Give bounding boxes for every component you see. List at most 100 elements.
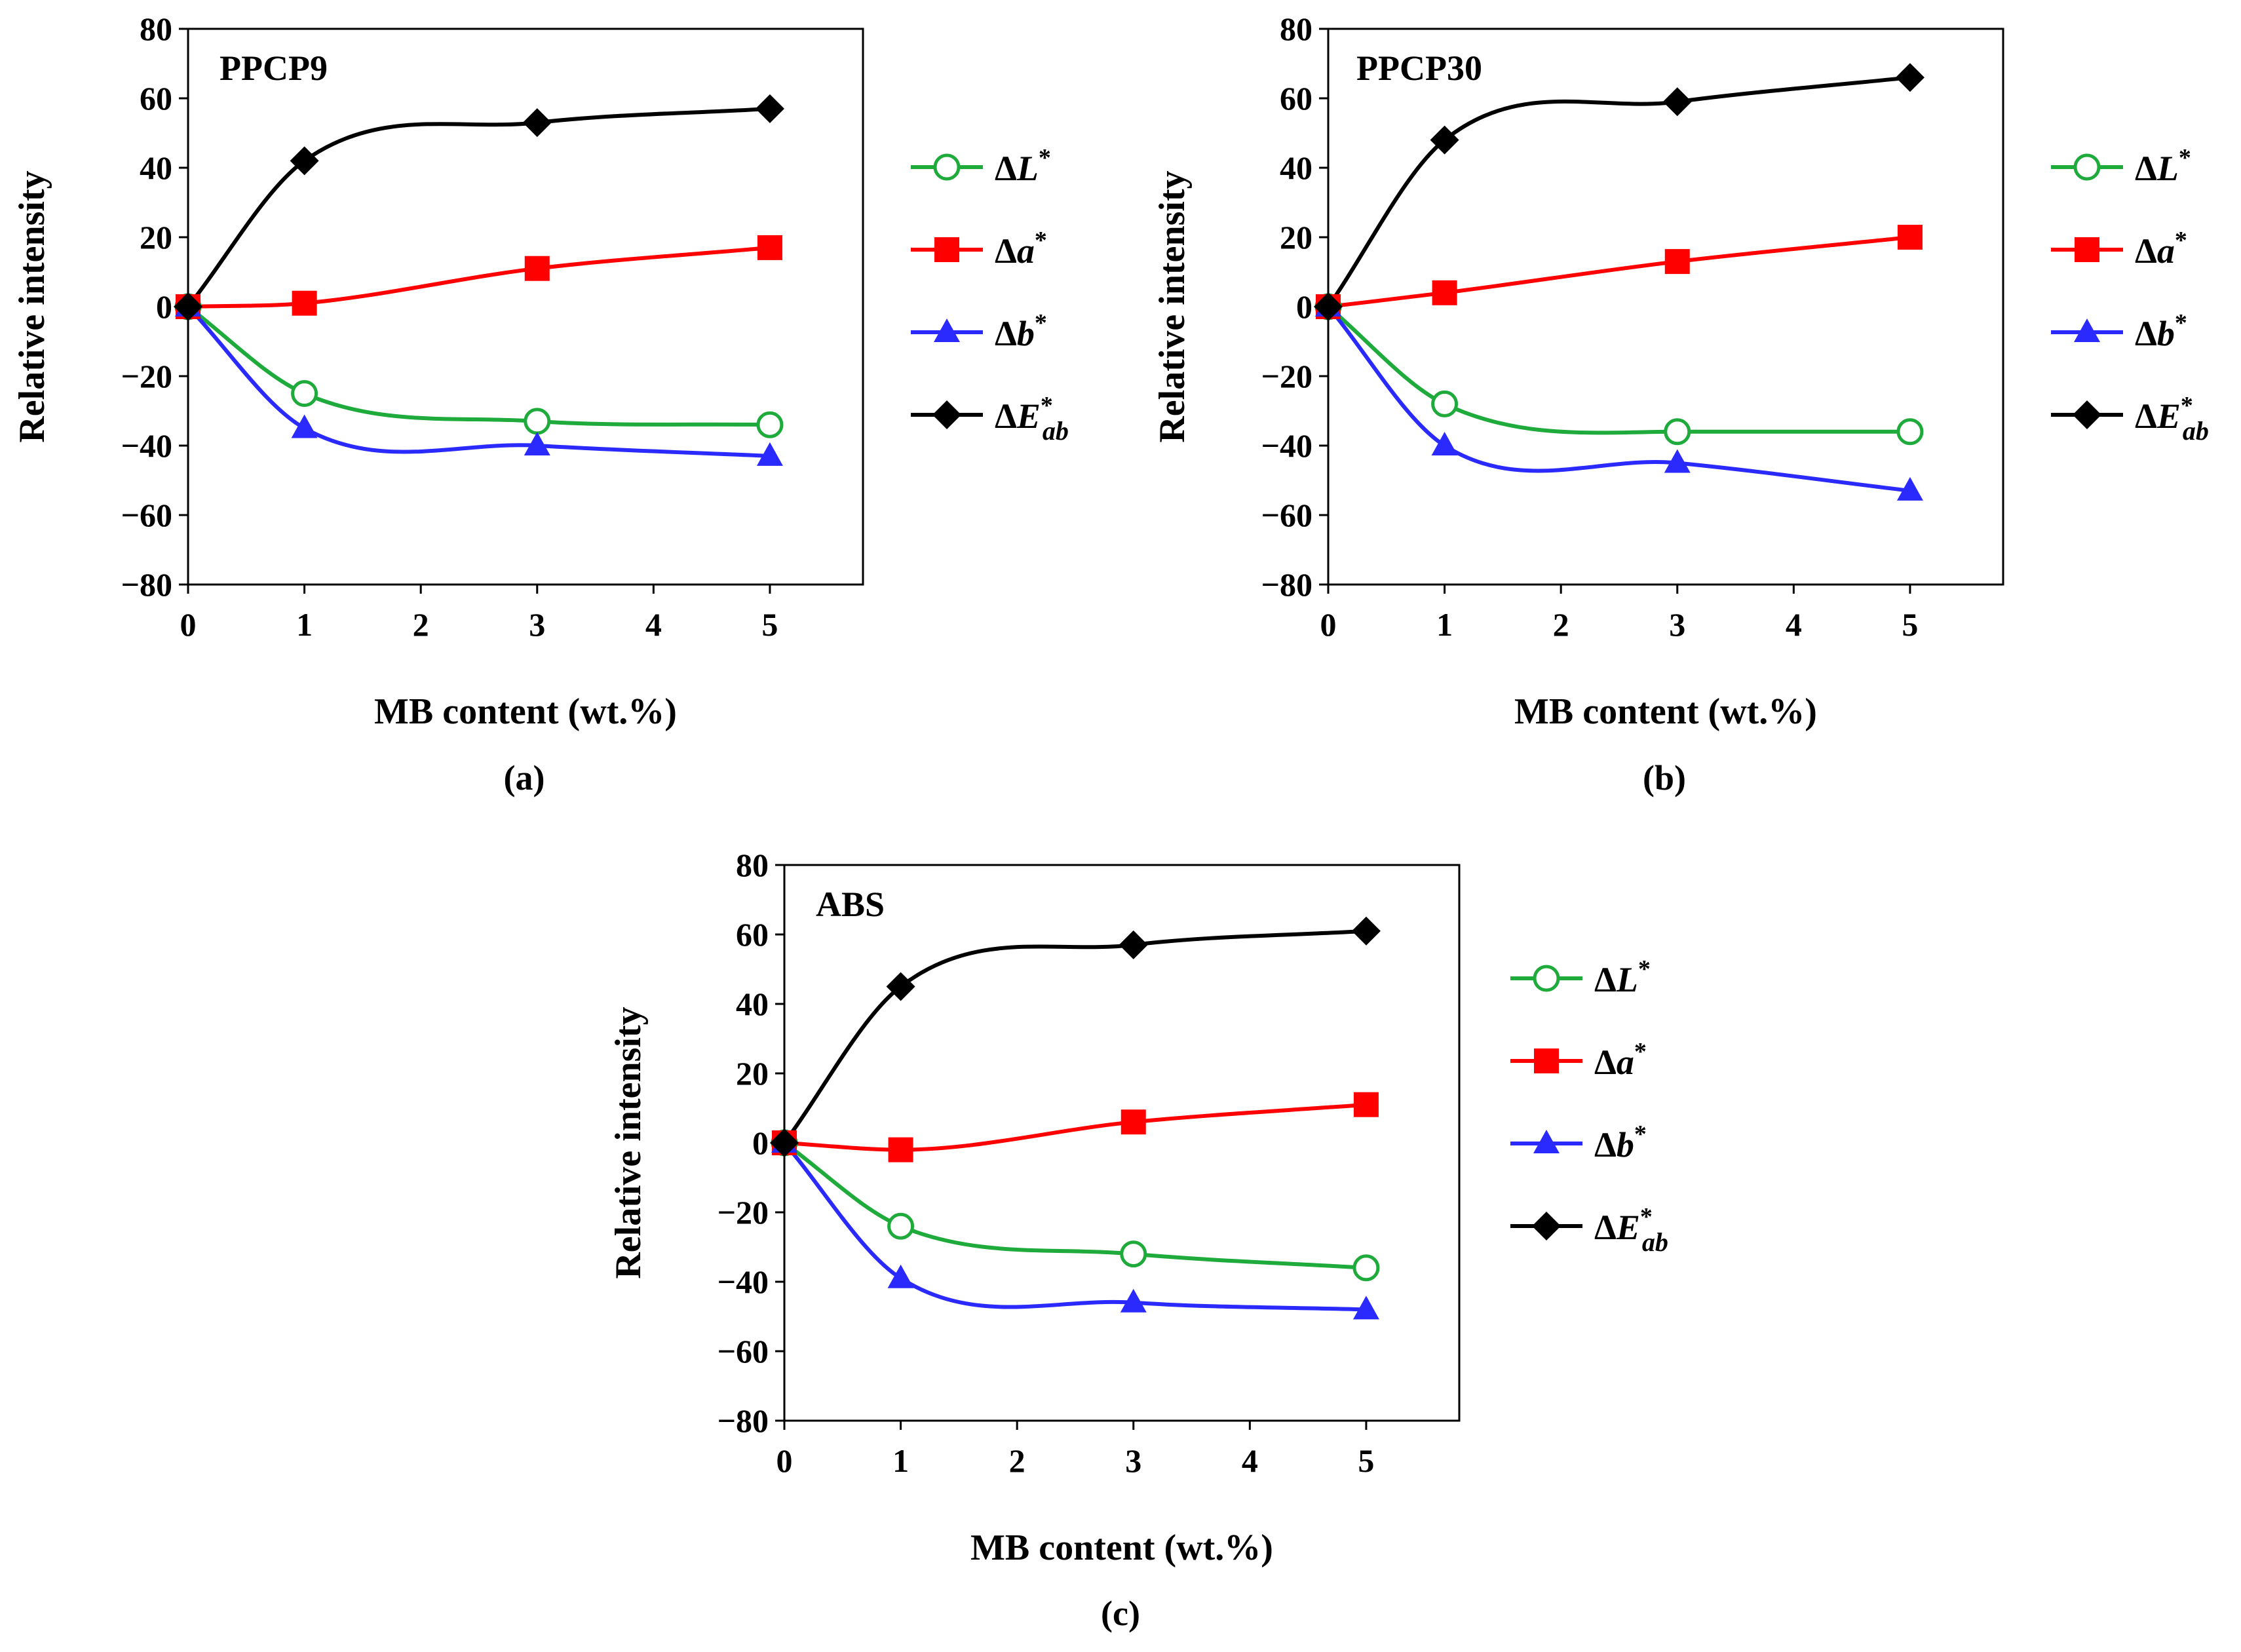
- panel-caption: (a): [504, 758, 545, 797]
- y-tick-label: −80: [121, 566, 173, 603]
- data-point: [1897, 225, 1923, 250]
- series-line-0: [187, 305, 770, 427]
- y-tick-label: −40: [121, 427, 173, 464]
- data-point: [887, 1264, 914, 1288]
- data-point: [1119, 930, 1148, 959]
- series-line-1: [187, 245, 771, 309]
- legend-marker: [2073, 400, 2101, 429]
- x-tick-label: 5: [1358, 1442, 1374, 1479]
- data-point: [887, 1212, 915, 1240]
- y-tick-label: −60: [1261, 497, 1313, 533]
- y-tick-label: −60: [718, 1333, 769, 1370]
- panel-title: PPCP30: [1356, 48, 1482, 88]
- legend-marker: [934, 237, 959, 262]
- x-tick-label: 4: [645, 606, 662, 643]
- x-axis-label: MB content (wt.%): [1514, 691, 1817, 732]
- legend-item: ΔE* ab: [1510, 1203, 1668, 1257]
- data-point: [1352, 1254, 1380, 1282]
- data-point: [1120, 1288, 1147, 1313]
- y-tick-label: −40: [1261, 427, 1313, 464]
- panel-title: ABS: [816, 885, 885, 924]
- x-tick-label: 2: [413, 606, 429, 643]
- y-tick-label: 0: [752, 1124, 769, 1161]
- legend-item: Δa*: [911, 227, 1047, 271]
- y-axis-ticks: 80 60 40 20 0 −20 −40 −60 −80: [718, 847, 784, 1439]
- data-point: [1120, 1109, 1146, 1135]
- x-tick-label: 3: [1125, 1442, 1141, 1479]
- x-axis-ticks: 0 1 2 3 4 5: [1320, 585, 1918, 643]
- data-point: [1353, 1092, 1379, 1117]
- data-point: [757, 235, 782, 260]
- legend: ΔL* Δa* Δb* ΔE* ab: [2051, 144, 2209, 446]
- data-point: [1351, 916, 1381, 946]
- y-tick-label: −80: [1261, 566, 1313, 603]
- y-tick-label: 0: [1296, 288, 1312, 325]
- legend-label: ΔE* ab: [1594, 1203, 1668, 1257]
- x-axis-label: MB content (wt.%): [970, 1527, 1273, 1568]
- y-tick-label: 20: [1280, 219, 1312, 256]
- data-point: [290, 146, 319, 176]
- y-tick-label: 40: [1280, 149, 1312, 186]
- series-line-1: [784, 1102, 1367, 1152]
- series-group: [1314, 63, 1925, 501]
- y-tick-label: 20: [736, 1055, 769, 1092]
- series-line-3: [186, 106, 771, 308]
- panel-title: PPCP9: [220, 48, 328, 88]
- legend-item: ΔL*: [2051, 144, 2191, 188]
- y-tick-label: 60: [736, 916, 769, 953]
- data-point: [888, 1137, 913, 1162]
- data-point: [1314, 292, 1343, 321]
- x-tick-label: 5: [761, 606, 778, 643]
- legend-label: ΔL*: [995, 144, 1051, 188]
- data-point: [756, 411, 784, 438]
- legend-marker: [1533, 1130, 1560, 1153]
- x-tick-label: 4: [1786, 606, 1802, 643]
- data-point: [886, 972, 915, 1001]
- series-line-0: [783, 1141, 1367, 1270]
- plot-frame: [783, 864, 1461, 1422]
- x-tick-label: 3: [529, 606, 545, 643]
- x-tick-label: 5: [1902, 606, 1918, 643]
- series-line-3: [1326, 75, 1911, 308]
- legend-item: ΔL*: [911, 144, 1051, 188]
- data-point: [1896, 418, 1924, 446]
- panel-caption: (c): [1101, 1594, 1140, 1633]
- data-point: [1662, 87, 1692, 117]
- x-tick-label: 0: [1320, 606, 1337, 643]
- legend-label: Δb*: [2135, 309, 2187, 353]
- x-tick-label: 1: [1436, 606, 1453, 643]
- y-tick-label: −40: [718, 1263, 769, 1300]
- data-point: [1895, 63, 1925, 92]
- legend-item: ΔE* ab: [2051, 392, 2209, 446]
- legend-label: ΔL*: [2135, 144, 2191, 188]
- legend-item: Δb*: [911, 309, 1047, 353]
- data-point: [524, 256, 550, 281]
- data-point: [1432, 280, 1457, 305]
- y-tick-label: −80: [718, 1402, 769, 1439]
- y-tick-label: −20: [1261, 358, 1313, 394]
- legend-item: Δa*: [1510, 1038, 1647, 1082]
- x-tick-label: 1: [892, 1442, 909, 1479]
- y-tick-label: 80: [1280, 10, 1312, 47]
- y-tick-label: 40: [736, 986, 769, 1022]
- legend-item: Δb*: [1510, 1121, 1647, 1164]
- legend-marker: [1534, 1048, 1559, 1073]
- legend-item: ΔL*: [1510, 955, 1651, 999]
- x-axis-label: MB content (wt.%): [374, 691, 677, 732]
- y-axis-label: Relative intensity: [1152, 170, 1193, 442]
- data-point: [1664, 418, 1691, 446]
- y-axis-label: Relative intensity: [12, 170, 52, 442]
- x-tick-label: 0: [180, 606, 197, 643]
- legend-item: Δa*: [2051, 227, 2187, 271]
- y-tick-label: −20: [718, 1194, 769, 1231]
- x-tick-label: 1: [296, 606, 313, 643]
- y-tick-label: −60: [121, 497, 173, 533]
- y-tick-label: −20: [121, 358, 173, 394]
- panel-caption: (b): [1643, 758, 1686, 797]
- data-point: [524, 432, 550, 455]
- data-point: [1120, 1240, 1147, 1268]
- data-point: [524, 408, 551, 435]
